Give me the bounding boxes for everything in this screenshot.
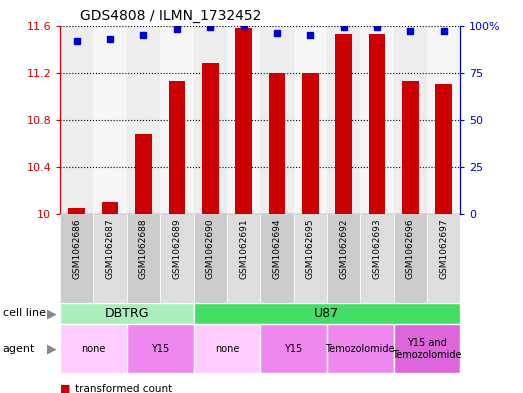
Text: GSM1062693: GSM1062693 — [372, 219, 381, 279]
Text: Y15: Y15 — [151, 344, 169, 354]
Text: GSM1062686: GSM1062686 — [72, 219, 81, 279]
Bar — [394, 26, 427, 214]
Bar — [268, 73, 285, 214]
Text: none: none — [81, 344, 106, 354]
Bar — [335, 34, 352, 214]
Bar — [160, 26, 194, 214]
Text: GSM1062692: GSM1062692 — [339, 219, 348, 279]
Bar — [194, 214, 227, 303]
Text: GSM1062689: GSM1062689 — [173, 219, 181, 279]
Bar — [327, 26, 360, 214]
Bar — [60, 214, 94, 303]
Bar — [260, 324, 327, 373]
Text: GSM1062694: GSM1062694 — [272, 219, 281, 279]
Text: GSM1062696: GSM1062696 — [406, 219, 415, 279]
Bar — [102, 202, 119, 214]
Text: DBTRG: DBTRG — [105, 307, 149, 320]
Text: GSM1062691: GSM1062691 — [239, 219, 248, 279]
Bar — [402, 81, 418, 214]
Bar — [194, 303, 460, 324]
Text: agent: agent — [3, 344, 35, 354]
Bar — [194, 324, 260, 373]
Text: cell line: cell line — [3, 309, 46, 318]
Bar — [435, 84, 452, 214]
Text: GDS4808 / ILMN_1732452: GDS4808 / ILMN_1732452 — [80, 9, 262, 23]
Bar — [135, 134, 152, 214]
Text: GSM1062687: GSM1062687 — [106, 219, 115, 279]
Bar — [394, 324, 460, 373]
Text: Y15 and
Temozolomide: Y15 and Temozolomide — [392, 338, 462, 360]
Bar — [94, 26, 127, 214]
Text: ▶: ▶ — [47, 342, 56, 355]
Bar — [302, 73, 319, 214]
Bar — [69, 208, 85, 214]
Bar — [94, 214, 127, 303]
Text: GSM1062688: GSM1062688 — [139, 219, 148, 279]
Bar — [127, 26, 160, 214]
Bar — [327, 214, 360, 303]
Bar — [293, 26, 327, 214]
Bar — [160, 214, 194, 303]
Bar — [360, 214, 393, 303]
Bar — [369, 34, 385, 214]
Bar — [127, 214, 160, 303]
Bar — [227, 214, 260, 303]
Bar — [260, 214, 293, 303]
Bar — [293, 214, 327, 303]
Bar — [227, 26, 260, 214]
Bar — [60, 303, 194, 324]
Text: GSM1062690: GSM1062690 — [206, 219, 214, 279]
Bar — [194, 26, 227, 214]
Bar — [360, 26, 393, 214]
Text: Temozolomide: Temozolomide — [325, 344, 395, 354]
Bar — [60, 324, 127, 373]
Text: GSM1062695: GSM1062695 — [306, 219, 315, 279]
Bar — [168, 81, 185, 214]
Bar — [235, 28, 252, 214]
Bar — [327, 324, 393, 373]
Text: ▶: ▶ — [47, 307, 56, 320]
Bar — [427, 214, 460, 303]
Bar — [427, 26, 460, 214]
Bar — [202, 63, 219, 214]
Text: Y15: Y15 — [285, 344, 303, 354]
Text: transformed count: transformed count — [75, 384, 172, 393]
Bar — [127, 324, 194, 373]
Text: none: none — [214, 344, 239, 354]
Text: GSM1062697: GSM1062697 — [439, 219, 448, 279]
Bar — [60, 26, 94, 214]
Text: U87: U87 — [314, 307, 339, 320]
Text: ■: ■ — [60, 384, 71, 393]
Bar — [394, 214, 427, 303]
Bar — [260, 26, 293, 214]
